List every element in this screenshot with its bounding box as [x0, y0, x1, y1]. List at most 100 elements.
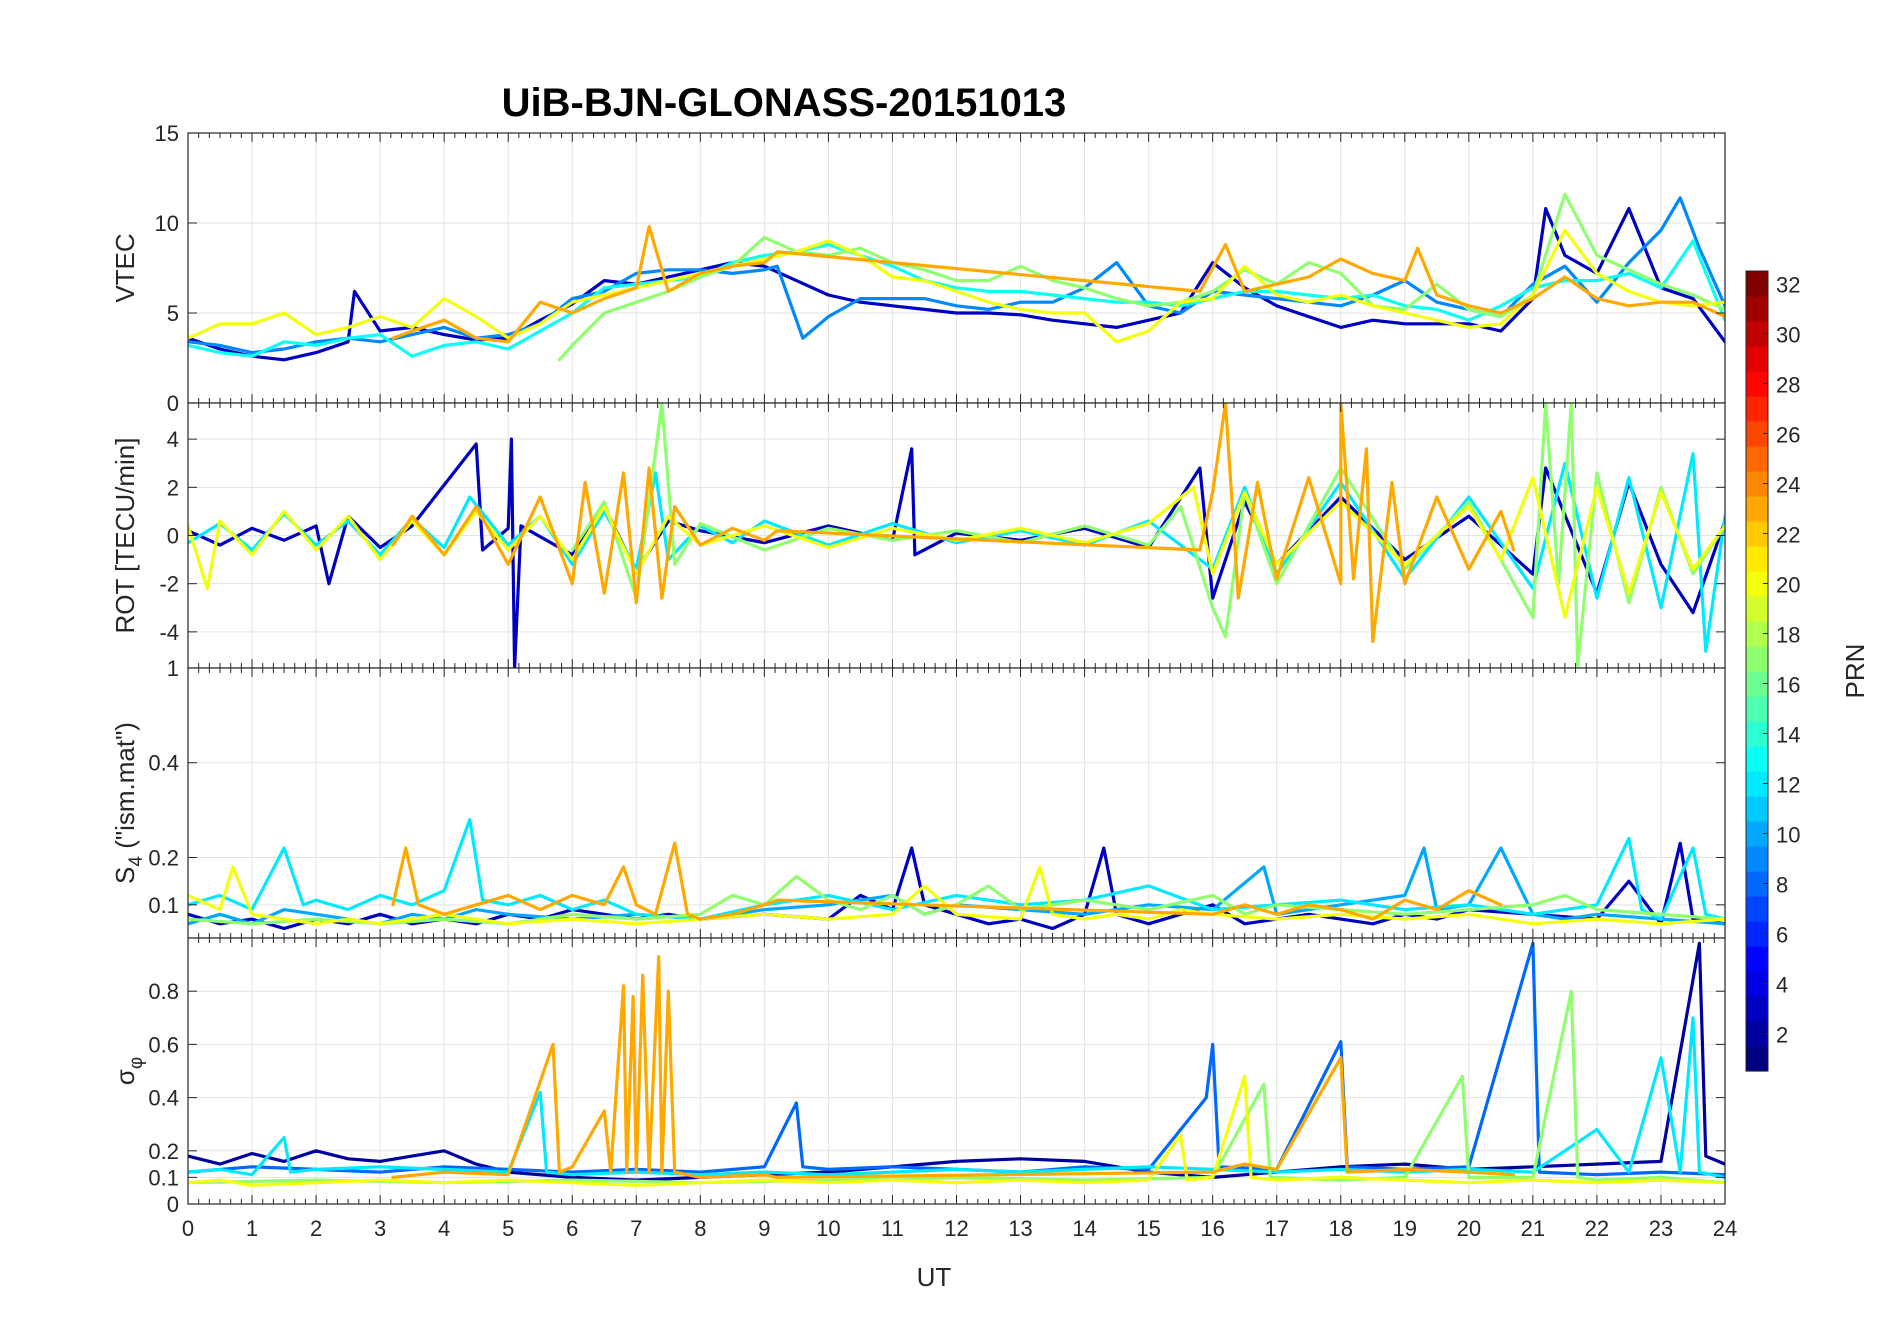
colorbar-cell [1746, 871, 1768, 897]
series-line-prn-13 [188, 239, 1725, 358]
series-line-prn-12 [188, 1016, 1725, 1180]
colorbar-tick-label: 10 [1776, 823, 1800, 848]
y-tick-label: 0.2 [148, 1139, 179, 1164]
colorbar-cell [1746, 546, 1768, 572]
y-tick-label: -4 [159, 620, 179, 645]
colorbar-cell [1746, 446, 1768, 472]
y-tick-label: 0.8 [148, 979, 179, 1004]
colorbar-cell [1746, 346, 1768, 372]
x-tick-label: 2 [310, 1216, 322, 1241]
colorbar-cell [1746, 696, 1768, 722]
x-tick-label: 3 [374, 1216, 386, 1241]
colorbar-tick-label: 4 [1776, 973, 1788, 998]
x-tick-label: 1 [246, 1216, 258, 1241]
y-tick-label: 10 [155, 211, 179, 236]
y-axis-label-sigma: σφ [110, 1057, 147, 1085]
x-tick-label: 6 [566, 1216, 578, 1241]
colorbar-label: PRN [1840, 644, 1870, 699]
y-tick-label: 0.4 [148, 1086, 179, 1111]
x-tick-label: 17 [1264, 1216, 1288, 1241]
series-line-prn-20 [188, 228, 1725, 344]
panel-rot: -4 -2 0 2 4 ROT [TECU/min] [110, 402, 1726, 669]
colorbar-tick-label: 2 [1776, 1023, 1788, 1048]
colorbar-cell [1746, 496, 1768, 522]
panel-vtec: 0 5 10 15 VTEC [110, 121, 1726, 416]
series-line-prn-20 [188, 476, 1725, 620]
series-line-prn-20 [188, 1074, 1725, 1188]
colorbar-cell [1746, 996, 1768, 1022]
colorbar-cell [1746, 271, 1768, 297]
colorbar-cell [1746, 721, 1768, 747]
x-tick-label: 14 [1072, 1216, 1096, 1241]
colorbar-cell [1746, 396, 1768, 422]
colorbar-tick-label: 30 [1776, 323, 1800, 348]
y-axis-label-rest: ("ism.mat") [110, 722, 140, 856]
colorbar-tick-label: 28 [1776, 373, 1800, 398]
colorbar-cell [1746, 296, 1768, 322]
colorbar-cell [1746, 1046, 1768, 1072]
colorbar-frame [1745, 270, 1769, 1072]
y-axis-label-s4: S4 ("ism.mat") [110, 722, 147, 884]
x-tick-label: 21 [1521, 1216, 1545, 1241]
y-tick-label: 0.1 [148, 893, 179, 918]
series-line-prn-3 [188, 437, 1725, 668]
series-line-prn-23 [391, 954, 1516, 1180]
x-tick-label: 23 [1649, 1216, 1673, 1241]
x-tick-label: 7 [630, 1216, 642, 1241]
colorbar-cell [1746, 846, 1768, 872]
y-axis-label-vtec: VTEC [110, 233, 140, 302]
y-axis-label-main: S [110, 867, 140, 884]
colorbar-cell [1746, 896, 1768, 922]
colorbar-cell [1746, 646, 1768, 672]
colorbar-tick-label: 18 [1776, 623, 1800, 648]
y-axis-label-subscript: φ [126, 1057, 147, 1069]
series-group [188, 941, 1725, 1188]
x-tick-label: 22 [1585, 1216, 1609, 1241]
colorbar-cell [1746, 571, 1768, 597]
y-tick-label: 2 [167, 475, 179, 500]
colorbar-cell [1746, 521, 1768, 547]
series-line-prn-23 [391, 225, 1725, 344]
x-tick-label: 15 [1136, 1216, 1160, 1241]
y-tick-label: 0.4 [148, 751, 179, 776]
y-tick-label: 15 [155, 121, 179, 146]
colorbar-cell [1746, 621, 1768, 647]
y-tick-label: 0.1 [148, 1165, 179, 1190]
x-tick-label: 0 [182, 1216, 194, 1241]
y-tick-label: 1 [167, 656, 179, 681]
y-tick-label: 0.2 [148, 845, 179, 870]
series-group [188, 817, 1725, 931]
x-tick-label: 8 [694, 1216, 706, 1241]
colorbar-cell [1746, 671, 1768, 697]
x-axis-label: UT [917, 1262, 952, 1292]
series-group [188, 192, 1725, 362]
x-tick-label: 16 [1200, 1216, 1224, 1241]
colorbar-tick-label: 26 [1776, 423, 1800, 448]
x-tick-label: 5 [502, 1216, 514, 1241]
x-tick-label: 18 [1329, 1216, 1353, 1241]
colorbar-tick-label: 12 [1776, 773, 1800, 798]
y-tick-label: 4 [167, 427, 179, 452]
colorbar-cell [1746, 371, 1768, 397]
colorbar-tick-label: 8 [1776, 873, 1788, 898]
colorbar-cell [1746, 946, 1768, 972]
chart-title: UiB-BJN-GLONASS-20151013 [502, 81, 1067, 125]
x-tick-label: 12 [944, 1216, 968, 1241]
colorbar-cell [1746, 971, 1768, 997]
series-line-prn-17 [188, 989, 1725, 1185]
x-tick-label: 11 [881, 1216, 904, 1241]
y-axis-label-main: σ [110, 1069, 140, 1085]
y-tick-label: 5 [167, 301, 179, 326]
colorbar-tick-label: 24 [1776, 473, 1800, 498]
x-tick-label: 20 [1457, 1216, 1481, 1241]
colorbar-tick-label: 22 [1776, 523, 1800, 548]
colorbar-tick-label: 14 [1776, 723, 1800, 748]
x-tick-label: 13 [1008, 1216, 1032, 1241]
y-axis-label-subscript: 4 [126, 856, 147, 867]
colorbar-cell [1746, 771, 1768, 797]
x-tick-label: 19 [1393, 1216, 1417, 1241]
panel-sigma: 00.10.2 0.4 0.6 0.8 σφ [110, 937, 1726, 1217]
